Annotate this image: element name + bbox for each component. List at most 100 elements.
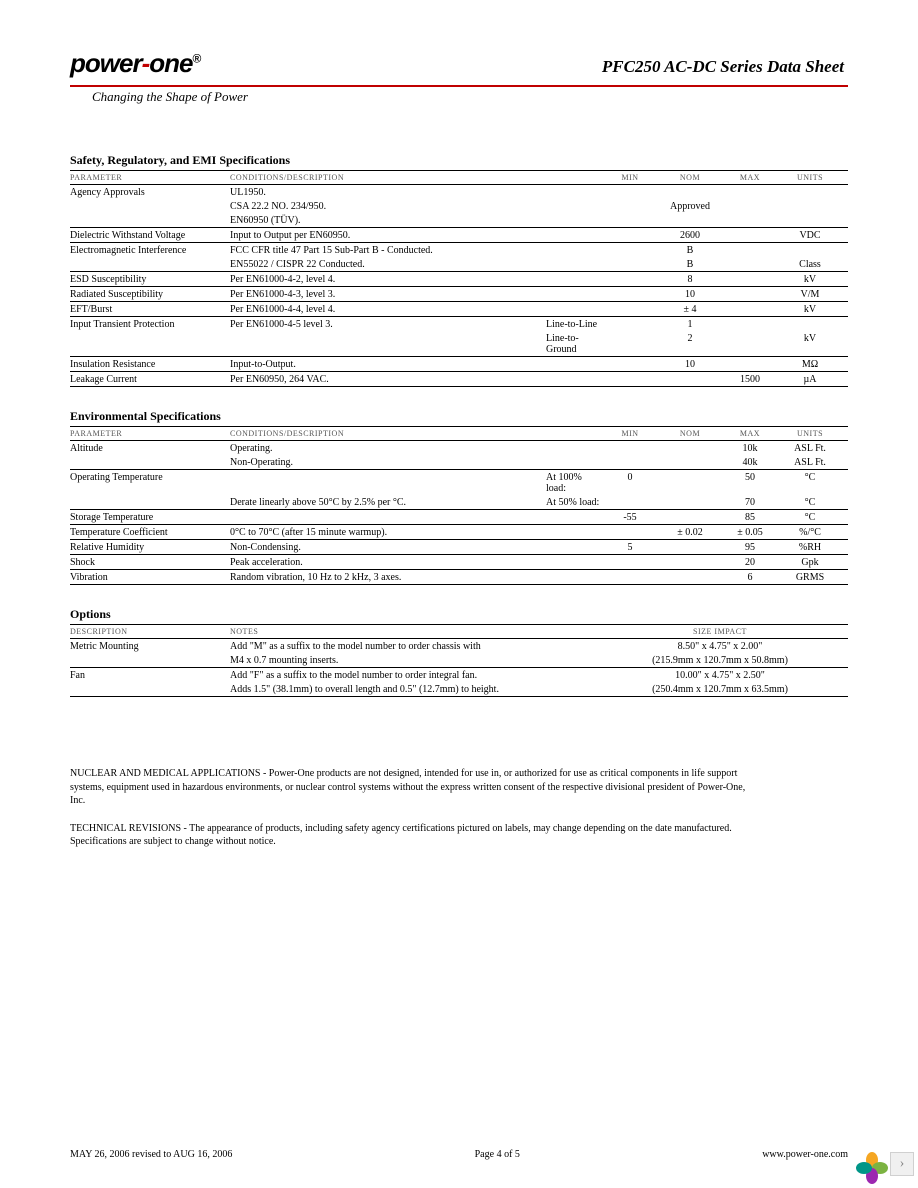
col-cond: CONDITIONS/DESCRIPTION [230, 429, 540, 438]
table-row: Temperature Coefficient0°C to 70°C (afte… [70, 525, 848, 540]
cell-extra: Line-to-Line [540, 319, 600, 330]
next-page-button[interactable]: › [890, 1152, 914, 1176]
table-row: Relative HumidityNon-Condensing.595%RH [70, 540, 848, 555]
cell-cond: EN55022 / CISPR 22 Conducted. [230, 259, 540, 270]
cell-nom: 1 [660, 319, 720, 330]
cell-units [780, 319, 840, 330]
cell-nom: 8 [660, 274, 720, 285]
cell-param [70, 333, 230, 355]
column-headers: PARAMETER CONDITIONS/DESCRIPTION MIN NOM… [70, 427, 848, 441]
cell-extra [540, 572, 600, 583]
cell-param: Relative Humidity [70, 542, 230, 553]
cell-extra [540, 201, 600, 212]
cell-cond: CSA 22.2 NO. 234/950. [230, 201, 540, 212]
col-nom: NOM [660, 429, 720, 438]
table-row: Dielectric Withstand VoltageInput to Out… [70, 228, 848, 243]
cell-cond: Derate linearly above 50°C by 2.5% per °… [230, 497, 540, 508]
cell-nom [660, 572, 720, 583]
cell-nom: ± 4 [660, 304, 720, 315]
cell-units: MΩ [780, 359, 840, 370]
cell-max [720, 319, 780, 330]
cell-cond [230, 512, 540, 523]
cell-nom: B [660, 259, 720, 270]
cell-nom: 10 [660, 359, 720, 370]
cell-cond: 0°C to 70°C (after 15 minute warmup). [230, 527, 540, 538]
table-row: Line-to-Ground2kV [70, 331, 848, 357]
env-section: Environmental Specifications PARAMETER C… [70, 409, 848, 585]
cell-max [720, 259, 780, 270]
cell-units: %/°C [780, 527, 840, 538]
cell-cond: Adds 1.5" (38.1mm) to overall length and… [230, 684, 600, 695]
cell-min [600, 333, 660, 355]
cell-min [600, 274, 660, 285]
cell-extra [540, 457, 600, 468]
footer-date: MAY 26, 2006 revised to AUG 16, 2006 [70, 1149, 232, 1160]
logo-pre: power [70, 48, 142, 78]
cell-min: 5 [600, 542, 660, 553]
cell-units [780, 187, 840, 198]
chevron-right-icon: › [900, 1156, 905, 1172]
cell-max: 40k [720, 457, 780, 468]
cell-units [780, 245, 840, 256]
cell-nom: ± 0.02 [660, 527, 720, 538]
options-section: Options DESCRIPTION NOTES SIZE IMPACT Me… [70, 607, 848, 697]
cell-units: kV [780, 304, 840, 315]
cell-units: kV [780, 274, 840, 285]
cell-nom [660, 472, 720, 494]
col-min: MIN [600, 429, 660, 438]
cell-min [600, 289, 660, 300]
table-row: CSA 22.2 NO. 234/950.Approved [70, 199, 848, 213]
table-row: Agency ApprovalsUL1950. [70, 185, 848, 199]
cell-param: Dielectric Withstand Voltage [70, 230, 230, 241]
table-row: Input Transient ProtectionPer EN61000-4-… [70, 317, 848, 331]
cell-extra [540, 187, 600, 198]
cell-cond: EN60950 (TÜV). [230, 215, 540, 226]
cell-units [780, 201, 840, 212]
cell-max: 85 [720, 512, 780, 523]
col-param: PARAMETER [70, 173, 230, 182]
table-row: Storage Temperature-5585°C [70, 510, 848, 525]
cell-nom [660, 374, 720, 385]
cell-max: 95 [720, 542, 780, 553]
footer: MAY 26, 2006 revised to AUG 16, 2006 Pag… [70, 1149, 848, 1160]
logo: power-one® [70, 48, 200, 79]
cell-cond: Per EN61000-4-5 level 3. [230, 319, 540, 330]
col-max: MAX [720, 173, 780, 182]
nuclear-disclaimer: NUCLEAR AND MEDICAL APPLICATIONS - Power… [70, 767, 760, 808]
safety-section: Safety, Regulatory, and EMI Specificatio… [70, 153, 848, 387]
cell-nom: 2 [660, 333, 720, 355]
cell-extra [540, 274, 600, 285]
cell-cond: Random vibration, 10 Hz to 2 kHz, 3 axes… [230, 572, 540, 583]
cell-max [720, 274, 780, 285]
col-cond: CONDITIONS/DESCRIPTION [230, 173, 540, 182]
cell-cond: Per EN61000-4-3, level 3. [230, 289, 540, 300]
cell-nom [660, 457, 720, 468]
section-title: Options [70, 607, 848, 625]
cell-cond: Input to Output per EN60950. [230, 230, 540, 241]
cell-max: 1500 [720, 374, 780, 385]
flower-icon [858, 1150, 886, 1178]
cell-max [720, 289, 780, 300]
cell-min [600, 319, 660, 330]
cell-extra [540, 289, 600, 300]
cell-param: Agency Approvals [70, 187, 230, 198]
table-row: Adds 1.5" (38.1mm) to overall length and… [70, 682, 848, 697]
cell-max: 6 [720, 572, 780, 583]
table-row: Derate linearly above 50°C by 2.5% per °… [70, 495, 848, 510]
cell-min [600, 374, 660, 385]
cell-units: VDC [780, 230, 840, 241]
cell-extra [540, 557, 600, 568]
registered-icon: ® [192, 51, 200, 65]
cell-param: Fan [70, 670, 230, 681]
cell-param: Radiated Susceptibility [70, 289, 230, 300]
cell-extra [540, 230, 600, 241]
cell-extra [540, 443, 600, 454]
cell-param: Storage Temperature [70, 512, 230, 523]
cell-param: Input Transient Protection [70, 319, 230, 330]
cell-max [720, 230, 780, 241]
nav-widget: › [858, 1150, 914, 1178]
cell-min: -55 [600, 512, 660, 523]
table-row: Operating TemperatureAt 100% load:050°C [70, 470, 848, 495]
cell-nom [660, 497, 720, 508]
cell-cond: Operating. [230, 443, 540, 454]
